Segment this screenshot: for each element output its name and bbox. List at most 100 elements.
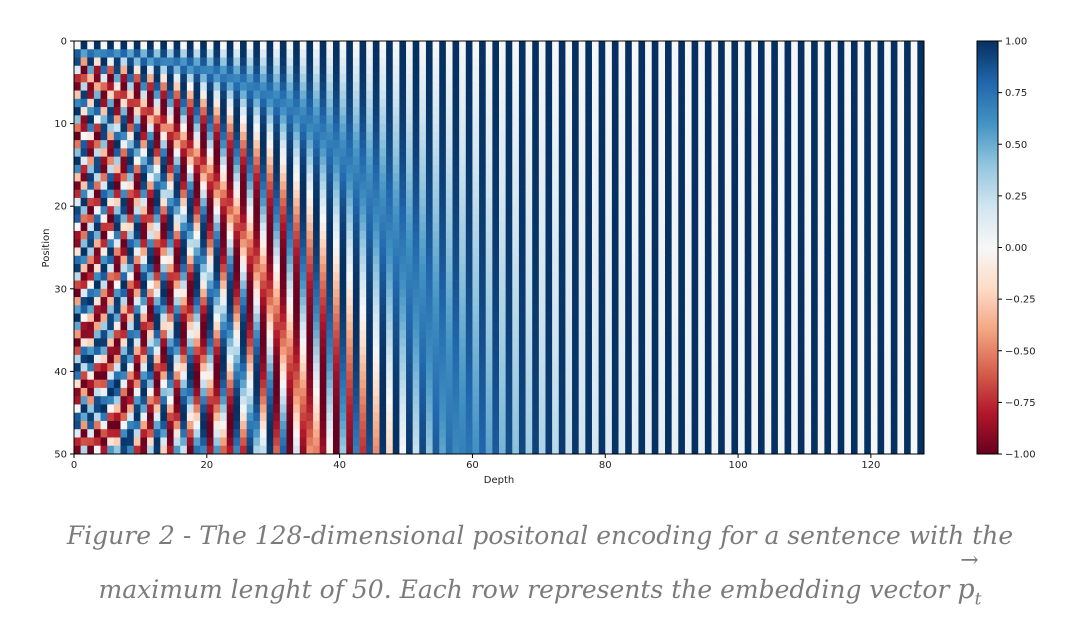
heatmap-cell [870, 214, 878, 224]
heatmap-cell [738, 346, 746, 356]
heatmap-cell [339, 264, 347, 273]
heatmap-cell [386, 288, 394, 298]
heatmap-cell [293, 65, 301, 75]
heatmap-cell [731, 49, 739, 58]
heatmap-cell [200, 148, 208, 157]
heatmap-cell [691, 264, 699, 273]
heatmap-cell [611, 90, 619, 100]
heatmap-cell [233, 214, 241, 224]
heatmap-cell [884, 189, 892, 199]
heatmap-cell [293, 222, 301, 232]
heatmap-cell [266, 156, 274, 166]
heatmap-cell [127, 264, 135, 273]
heatmap-cell [757, 41, 765, 50]
heatmap-cell [273, 107, 281, 116]
heatmap-cell [525, 131, 533, 141]
heatmap-cell [897, 65, 905, 75]
heatmap-cell [791, 330, 799, 339]
heatmap-cell [877, 272, 885, 281]
heatmap-cell [459, 354, 467, 364]
heatmap-cell [545, 41, 553, 50]
heatmap-cell [186, 115, 194, 124]
heatmap-cell [233, 49, 241, 58]
heatmap-cell [100, 57, 108, 67]
heatmap-cell [153, 264, 161, 273]
heatmap-cell [525, 206, 533, 215]
heatmap-cell [638, 264, 646, 273]
heatmap-cell [698, 98, 706, 108]
heatmap-cell [173, 156, 181, 166]
heatmap-cell [74, 164, 81, 174]
heatmap-cell [698, 148, 706, 157]
heatmap-cell [910, 255, 918, 265]
heatmap-cell [572, 239, 580, 248]
heatmap-cell [651, 90, 659, 100]
heatmap-cell [253, 123, 261, 133]
heatmap-cell [306, 82, 314, 91]
heatmap-cell [173, 115, 181, 124]
heatmap-cell [173, 313, 181, 323]
heatmap-cell [120, 239, 128, 248]
heatmap-cell [724, 346, 732, 356]
heatmap-cell [718, 156, 726, 166]
heatmap-cell [552, 222, 560, 232]
heatmap-cell [645, 321, 653, 331]
heatmap-cell [352, 321, 360, 331]
heatmap-cell [379, 41, 387, 50]
heatmap-cell [107, 272, 115, 281]
heatmap-cell [558, 57, 566, 67]
heatmap-cell [100, 346, 108, 356]
heatmap-cell [412, 148, 420, 157]
heatmap-cell [578, 57, 586, 67]
heatmap-cell [910, 313, 918, 323]
heatmap-cell [598, 321, 606, 331]
heatmap-cell [678, 74, 686, 83]
heatmap-cell [366, 222, 374, 232]
heatmap-cell [658, 297, 666, 306]
heatmap-cell [80, 346, 88, 356]
heatmap-cell [651, 255, 659, 265]
heatmap-cell [611, 123, 619, 133]
heatmap-cell [605, 222, 613, 232]
heatmap-cell [618, 264, 626, 273]
heatmap-cell [379, 123, 387, 133]
heatmap-cell [784, 280, 792, 290]
heatmap-cell [279, 115, 287, 124]
heatmap-cell [771, 82, 779, 91]
heatmap-cell [525, 181, 533, 191]
heatmap-cell [578, 107, 586, 116]
heatmap-cell [665, 214, 673, 224]
heatmap-cell [100, 313, 108, 323]
heatmap-cell [651, 280, 659, 290]
heatmap-cell [93, 214, 101, 224]
heatmap-cell [691, 354, 699, 364]
heatmap-cell [213, 222, 221, 232]
heatmap-cell [731, 280, 739, 290]
heatmap-cell [419, 90, 427, 100]
heatmap-cell [326, 280, 334, 290]
heatmap-cell [266, 98, 274, 108]
heatmap-cell [884, 197, 892, 207]
heatmap-cell [691, 82, 699, 91]
heatmap-cell [386, 148, 394, 157]
heatmap-cell [200, 214, 208, 224]
heatmap-cell [658, 98, 666, 108]
heatmap-cell [213, 214, 221, 224]
heatmap-cell [512, 230, 520, 240]
heatmap-cell [226, 321, 234, 331]
heatmap-cell [425, 74, 433, 83]
heatmap-cell [93, 206, 101, 215]
heatmap-cell [87, 247, 95, 257]
heatmap-cell [87, 107, 95, 116]
heatmap-cell [804, 98, 812, 108]
heatmap-cell [665, 222, 673, 232]
heatmap-cell [724, 354, 732, 364]
heatmap-cell [572, 297, 580, 306]
heatmap-cell [180, 140, 188, 149]
heatmap-cell [346, 181, 354, 191]
heatmap-cell [359, 239, 367, 248]
heatmap-cell [127, 65, 135, 75]
heatmap-cell [299, 107, 307, 116]
heatmap-cell [186, 140, 194, 149]
heatmap-cell [492, 123, 500, 133]
